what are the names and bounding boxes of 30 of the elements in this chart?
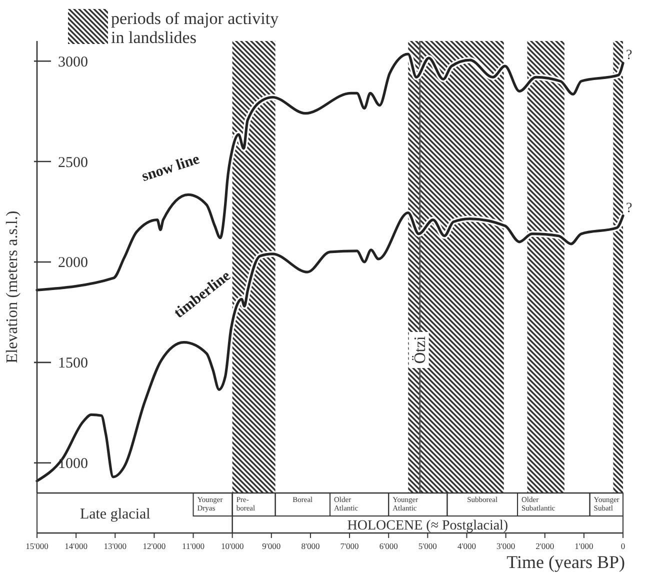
- x-tick-label: 4'000: [457, 541, 476, 551]
- x-tick-label: 13'000: [104, 541, 127, 551]
- x-tick-label: 2'000: [536, 541, 554, 551]
- text: HOLOCENE (≈ Postglacial): [347, 518, 508, 534]
- ref-line-label: Ötzi: [412, 336, 429, 364]
- y-tick-label: 1500: [58, 356, 88, 372]
- y-axis-title: Elevation (meters a.s.l.): [4, 210, 21, 364]
- annotation: ?: [626, 48, 632, 64]
- text: snow line: [140, 151, 202, 186]
- x-tick-label: 12'000: [142, 541, 166, 551]
- x-tick-label: 7'000: [340, 541, 359, 551]
- x-tick-label: 8'000: [301, 541, 320, 551]
- x-tick-label: 14'000: [64, 541, 88, 551]
- y-tick-label: 1000: [58, 456, 88, 472]
- text: Late glacial: [80, 506, 150, 522]
- x-tick-label: 1'000: [574, 541, 594, 551]
- x-tick-label: 10'000: [220, 541, 244, 551]
- y-tick-label: 2000: [58, 255, 88, 272]
- x-tick-label: 9'000: [262, 541, 281, 551]
- annotation: ?: [626, 200, 632, 216]
- x-tick-label: 5'000: [418, 541, 437, 551]
- x-axis-title: Time (years BP): [506, 552, 625, 572]
- y-tick-label: 2500: [58, 154, 88, 171]
- legend-title: periods of major activity in landslides: [111, 9, 280, 47]
- x-tick-label: 0: [620, 541, 626, 551]
- x-tick-label: 6'000: [379, 541, 398, 551]
- x-tick-label: 11'000: [182, 541, 204, 551]
- x-tick-label: 15'000: [26, 541, 48, 551]
- y-tick-label: 3000: [58, 54, 88, 70]
- x-tick-label: 3'000: [496, 541, 516, 551]
